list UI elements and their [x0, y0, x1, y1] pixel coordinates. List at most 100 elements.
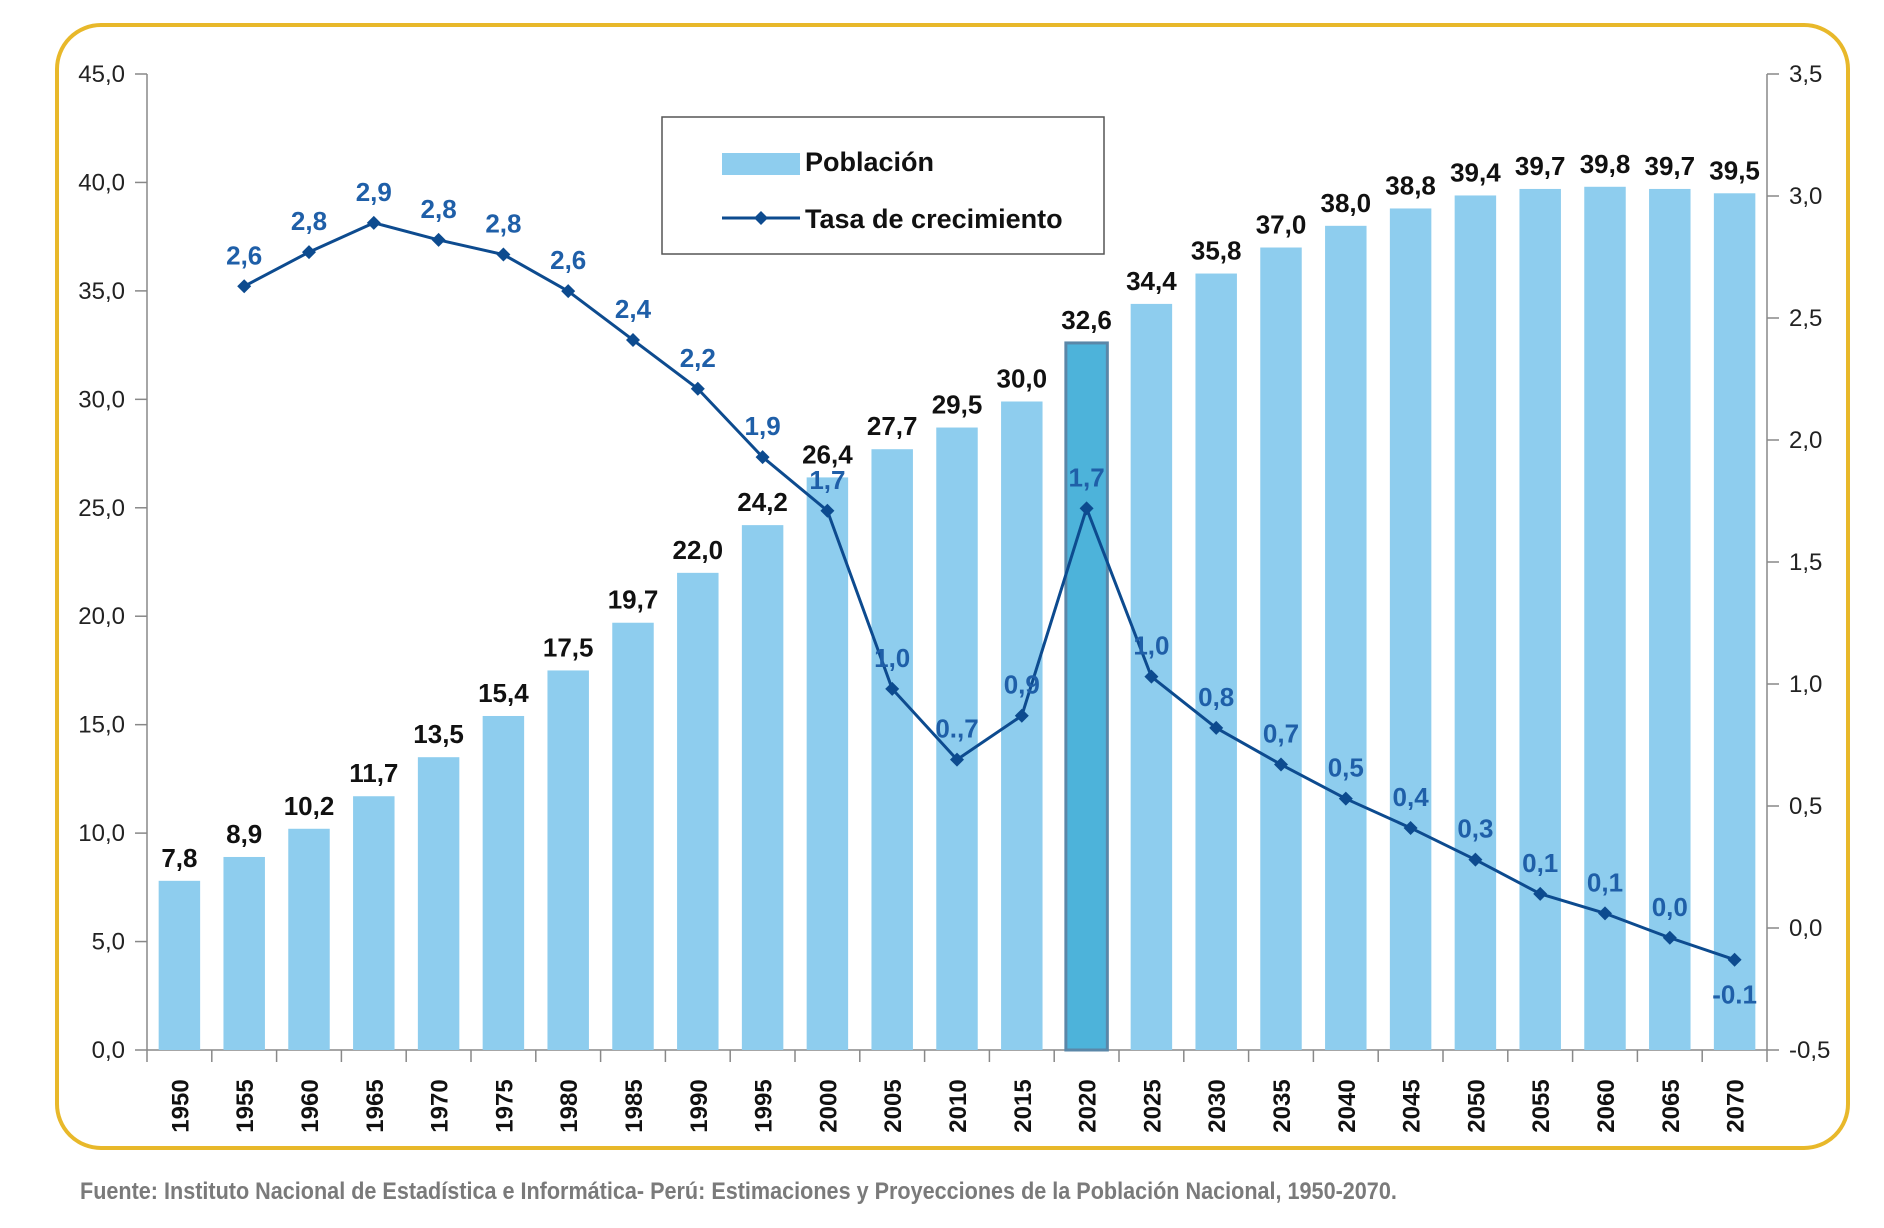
rate-value-label: 1,9: [745, 411, 781, 441]
x-tick-label: 1960: [297, 1079, 324, 1132]
bars: [158, 186, 1756, 1052]
right-tick-label: 1,0: [1789, 671, 1822, 698]
x-tick-label: 2035: [1269, 1079, 1296, 1132]
bar-poblacion: [1389, 208, 1432, 1050]
rate-value-label: 0,1: [1522, 848, 1558, 878]
growth-rate-marker: [1403, 820, 1418, 835]
bar-poblacion: [482, 715, 525, 1050]
growth-rate-marker: [302, 245, 316, 260]
rate-value-label: 0,0: [1652, 892, 1688, 922]
x-tick-label: 1970: [427, 1079, 454, 1132]
bar-poblacion: [417, 757, 460, 1050]
x-tick-label: 1955: [232, 1079, 259, 1132]
rate-value-label: 0,9: [1004, 670, 1040, 700]
bar-value-label: 35,8: [1191, 236, 1242, 266]
bar-poblacion: [1584, 186, 1626, 1050]
growth-rate-marker: [885, 681, 900, 696]
right-tick-label: 0,5: [1789, 793, 1822, 820]
rate-value-label: 2,2: [680, 343, 716, 373]
growth-rate-marker: [1014, 708, 1029, 723]
bar-value-label: 7,8: [161, 843, 197, 873]
rate-value-label: 0,5: [1328, 753, 1364, 783]
growth-rate-marker: [366, 215, 381, 230]
bar-value-label: 37,0: [1256, 210, 1307, 240]
bar-poblacion: [936, 427, 978, 1050]
growth-rate-marker: [1079, 501, 1094, 516]
rate-value-label: 1,7: [1069, 462, 1105, 492]
growth-rate-marker: [1598, 906, 1612, 921]
bar-poblacion: [871, 449, 913, 1050]
growth-rate-marker: [431, 232, 446, 247]
left-tick-label: 30,0: [78, 386, 125, 413]
bar-value-label: 38,0: [1320, 188, 1371, 218]
bar-poblacion: [288, 828, 330, 1050]
growth-rate-marker: [690, 381, 705, 396]
bar-poblacion: [1064, 341, 1109, 1052]
x-tick-label: 1950: [167, 1079, 194, 1132]
left-tick-label: 10,0: [78, 820, 125, 847]
rate-value-label: 2,6: [550, 245, 586, 275]
bar-poblacion: [353, 796, 395, 1050]
left-tick-label: 20,0: [78, 603, 125, 630]
rate-value-label: 0,3: [1457, 814, 1493, 844]
growth-rate-marker: [237, 279, 252, 294]
bar-value-label: 38,8: [1385, 170, 1436, 200]
x-tick-label: 2015: [1010, 1079, 1037, 1132]
bar-poblacion: [1649, 188, 1691, 1050]
legend-swatch-poblacion: [722, 153, 800, 175]
bar-value-label: 29,5: [932, 390, 983, 420]
rate-value-label: 2,8: [485, 209, 521, 239]
growth-rate-marker: [1209, 720, 1224, 735]
bar-value-label: 17,5: [543, 632, 594, 662]
growth-rate-marker: [496, 247, 511, 262]
population-chart: 0,0 5,0 10,0 15,0 20,0 25,0 30,0 35,0 40,0 45,0 -0…: [78, 61, 1830, 1133]
growth-rate-marker: [755, 450, 770, 465]
right-tick-label: 0,0: [1789, 915, 1822, 942]
bar-poblacion: [223, 856, 265, 1050]
bar-poblacion: [1195, 273, 1237, 1050]
rate-value-label: 1,7: [809, 465, 845, 495]
bar-value-label: 10,2: [284, 791, 335, 821]
rate-value-label: 0,1: [1587, 867, 1623, 897]
bar-poblacion: [677, 572, 719, 1050]
bar-value-label: 39,4: [1450, 157, 1501, 187]
bar-poblacion: [741, 525, 784, 1050]
growth-rate-marker: [1274, 757, 1288, 772]
growth-rate-marker: [1468, 852, 1483, 867]
bar-value-label: 13,5: [413, 719, 464, 749]
rate-value-label: 0,7: [1263, 719, 1299, 749]
left-tick-label: 45,0: [78, 61, 125, 88]
right-tick-label: 2,0: [1789, 427, 1822, 454]
x-tick-label: 2060: [1593, 1079, 1620, 1132]
x-tick-label: 1990: [686, 1079, 713, 1132]
bar-poblacion: [806, 477, 849, 1050]
legend-marker-icon: [754, 211, 768, 225]
rate-value-label: 2,6: [226, 240, 262, 270]
right-tick-label: 1,5: [1789, 549, 1822, 576]
growth-rate-marker: [1144, 669, 1159, 684]
x-tick-label: 2010: [945, 1079, 972, 1132]
axes: 0,0 5,0 10,0 15,0 20,0 25,0 30,0 35,0 40,0 45,0 -0…: [78, 61, 1830, 1133]
x-tick-label: 2065: [1658, 1079, 1685, 1132]
x-tick-label: 2070: [1723, 1079, 1750, 1132]
bar-poblacion: [547, 670, 589, 1050]
rate-value-label: 2,8: [421, 194, 457, 224]
x-tick-label: 2000: [815, 1079, 842, 1132]
x-tick-label: 2050: [1463, 1079, 1490, 1132]
left-tick-label: 35,0: [78, 278, 125, 305]
growth-rate-marker: [1338, 791, 1353, 806]
growth-rate-marker: [950, 752, 964, 767]
x-tick-label: 2020: [1075, 1079, 1102, 1132]
x-tick-label: 1980: [556, 1079, 583, 1132]
bar-value-label: 24,2: [737, 487, 788, 517]
growth-rate-marker: [820, 503, 835, 518]
x-tick-label: 2040: [1334, 1079, 1361, 1132]
legend-label-poblacion: Población: [805, 147, 934, 177]
growth-rate-marker: [561, 284, 576, 299]
legend: Población Tasa de crecimiento: [661, 116, 1105, 255]
growth-rate-polyline: [243, 221, 1736, 962]
right-tick-label: -0,5: [1789, 1037, 1830, 1064]
legend-box: [661, 116, 1105, 255]
left-tick-label: 15,0: [78, 712, 125, 739]
x-tick-label: 2045: [1399, 1079, 1426, 1132]
